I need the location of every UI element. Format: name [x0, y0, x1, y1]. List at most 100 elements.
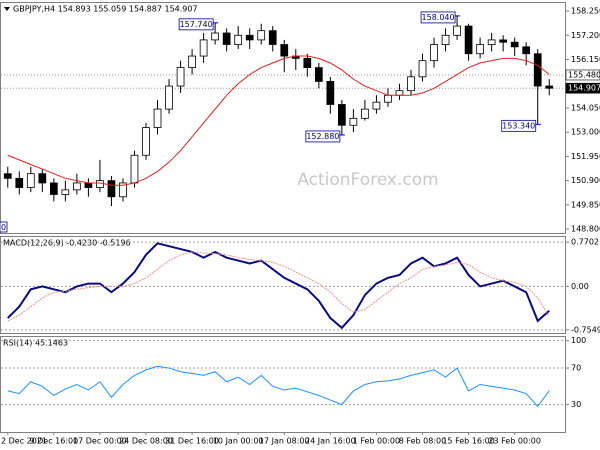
candle-body	[430, 44, 438, 62]
candle-body	[418, 60, 427, 78]
candle-body	[441, 34, 450, 45]
panel-title: MACD(12,26,9) -0.4230 -0.5196	[3, 239, 131, 248]
menu-arrow	[4, 7, 10, 11]
candle-body	[453, 25, 461, 36]
candle-body	[107, 180, 116, 198]
candle-body	[395, 90, 404, 96]
series-line	[7, 365, 550, 408]
price-label: 155.480	[568, 70, 600, 79]
candle-body	[510, 41, 519, 48]
candle-body	[372, 101, 381, 110]
moving-average	[7, 55, 550, 186]
y-tick-label: 158.250	[571, 7, 600, 16]
candle-body	[26, 173, 35, 188]
series-line	[7, 242, 550, 330]
edge-label-box	[0, 221, 8, 233]
y-tick-label: 149.850	[571, 200, 600, 209]
candle-body	[545, 85, 554, 89]
candle-body	[188, 55, 196, 68]
x-tick-label: 17 Jan 08:00	[259, 437, 310, 446]
x-tick-label: 23 Feb 00:00	[488, 437, 540, 446]
candle-body	[199, 39, 208, 57]
candle-body	[268, 30, 277, 45]
y-tick-label: 154.050	[571, 103, 600, 112]
candle-body	[130, 154, 139, 184]
candle-body	[96, 180, 104, 188]
y-tick-label: 0.00	[571, 282, 589, 291]
candle-body	[61, 189, 70, 195]
x-tick-label: 1 Feb 00:00	[353, 437, 400, 446]
candle-body	[257, 30, 266, 41]
candle-body	[338, 104, 346, 126]
candle-body	[222, 32, 231, 45]
candle-body	[15, 177, 24, 188]
y-tick-label: 150.900	[571, 176, 600, 185]
y-tick-label: 153.000	[571, 128, 600, 137]
callout-label: 153.340	[502, 121, 535, 130]
y-tick-label: 70	[571, 364, 581, 373]
candle-body	[303, 57, 312, 68]
candle-body	[73, 182, 81, 191]
candle-body	[476, 44, 484, 55]
candle-body	[499, 39, 508, 43]
callout-box	[178, 18, 214, 31]
candle-body	[211, 32, 219, 41]
y-tick-label: 151.950	[571, 152, 600, 161]
candle-body	[234, 34, 243, 45]
x-tick-label: 24 Dec 08:00	[119, 437, 173, 446]
price-label-box	[565, 69, 600, 81]
panel-title: RSI(14) 45.1463	[3, 339, 68, 348]
candle-body	[407, 76, 415, 92]
y-tick-label: 148.800	[571, 225, 600, 234]
candle-body	[314, 67, 323, 82]
y-tick-label: 157.200	[571, 31, 600, 40]
rsi-panel	[0, 336, 566, 433]
y-tick-label: 0.7702	[571, 238, 599, 247]
x-tick-label: 31 Dec 16:00	[165, 437, 219, 446]
x-tick-label: 10 Jan 00:00	[213, 437, 264, 446]
watermark: ActionForex.com	[297, 170, 438, 190]
candle-body	[533, 53, 542, 87]
candle-body	[119, 182, 127, 198]
candle-body	[176, 67, 185, 87]
panel-title: GBPJPY,H4 154.893 155.059 154.887 154.90…	[13, 5, 198, 14]
candle-body	[464, 25, 473, 55]
y-tick-label: 30	[571, 400, 581, 409]
candle-body	[49, 182, 58, 195]
candle-body	[384, 94, 392, 103]
candle-body	[245, 34, 254, 41]
callout-label: 157.740	[180, 20, 213, 29]
edge-label: 0	[1, 223, 6, 232]
candle-body	[84, 182, 93, 188]
callout-box	[420, 11, 456, 24]
macd-panel	[0, 236, 566, 334]
y-tick-label: -0.7549	[571, 325, 600, 334]
y-tick-label: 156.150	[571, 55, 600, 64]
price-panel	[0, 2, 566, 234]
callout-box	[305, 130, 341, 143]
candle-body	[326, 81, 335, 105]
price-label: 154.907	[568, 84, 600, 93]
candle-body	[487, 39, 496, 45]
candle-body	[361, 108, 369, 119]
callout-label: 152.880	[306, 132, 339, 141]
y-tick-label: 100	[571, 336, 586, 345]
x-tick-label: 8 Feb 08:00	[399, 437, 446, 446]
price-label-box	[565, 82, 600, 94]
x-tick-label: 24 Jan 16:00	[305, 437, 356, 446]
candle-body	[153, 108, 162, 128]
candle-body	[280, 44, 289, 57]
candle-body	[165, 85, 173, 110]
candle-body	[142, 127, 150, 156]
x-tick-label: 17 Dec 00:00	[73, 437, 127, 446]
series-line	[7, 251, 550, 322]
candle-body	[349, 117, 358, 126]
candle-body	[38, 173, 47, 184]
callout-label: 158.040	[422, 13, 455, 22]
candle-body	[522, 46, 531, 55]
candle-body	[3, 173, 12, 179]
callout-box	[501, 119, 537, 132]
x-tick-label: 15 Feb 16:00	[442, 437, 494, 446]
